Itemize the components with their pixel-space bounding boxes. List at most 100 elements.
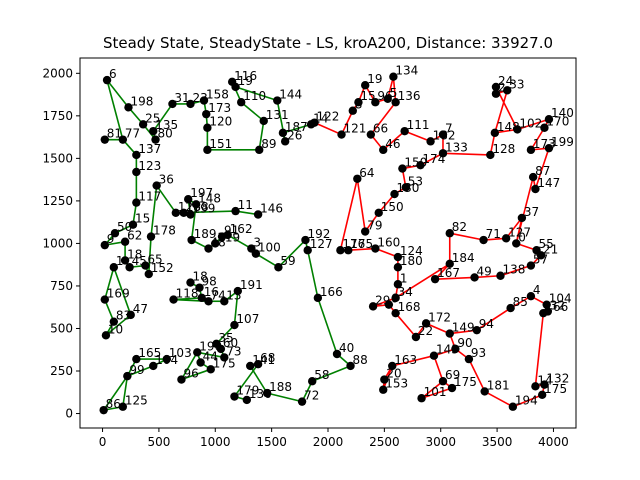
city-point-162	[262, 388, 272, 398]
city-point-3	[168, 99, 177, 109]
city-label-115: 146	[260, 202, 283, 216]
route-a-segment-58	[282, 123, 312, 134]
city-point-146	[109, 317, 119, 326]
route-a-segment-61	[104, 267, 115, 300]
city-point-89	[451, 344, 460, 354]
city-label-123: 189	[194, 227, 217, 241]
city-point-26	[348, 106, 357, 115]
city-point-6	[202, 109, 211, 119]
city-label-27: 15	[360, 89, 375, 103]
city-point-9	[151, 135, 160, 144]
city-point-47	[486, 150, 495, 160]
city-point-108	[308, 377, 317, 386]
city-label-103: 192	[307, 227, 330, 241]
city-label-121: 148	[198, 191, 221, 205]
city-point-135	[144, 269, 153, 279]
route-b-segment-31	[395, 312, 417, 338]
route-b-segment-55	[421, 387, 453, 399]
city-point-33	[366, 130, 376, 139]
city-point-8	[149, 126, 158, 136]
city-point-35	[379, 145, 388, 155]
city-label-7: 120	[209, 115, 232, 129]
city-points	[99, 72, 554, 415]
route-b-segment-8	[370, 101, 397, 136]
city-label-8: 135	[155, 118, 178, 132]
city-label-92: 163	[394, 353, 417, 367]
city-label-18: 144	[279, 88, 302, 102]
route-b-segment-83	[494, 90, 509, 134]
route-a-segment-83	[127, 365, 154, 377]
city-label-84: 168	[398, 300, 421, 314]
chart-title: Steady State, SteadyState - LS, kroA200,…	[103, 34, 553, 52]
city-label-99: 194	[515, 394, 538, 408]
x-tick-label-0: 0	[99, 435, 107, 449]
city-label-128: 15	[135, 212, 150, 226]
y-axis-ticks: 0 250 500 750 1000 1250 1500 1750 2000	[42, 66, 80, 421]
city-point-117	[171, 208, 181, 218]
city-label-157: 104	[155, 353, 178, 367]
route-a-segment-10	[106, 79, 124, 140]
city-label-110: 100	[258, 241, 281, 255]
city-label-152: 190	[199, 339, 222, 353]
city-label-38: 133	[445, 140, 468, 154]
city-point-69	[430, 274, 440, 284]
city-point-39	[491, 82, 501, 92]
city-point-94	[379, 385, 388, 394]
city-point-68	[445, 259, 454, 269]
city-point-142	[220, 297, 229, 306]
city-label-87: 149	[452, 321, 475, 335]
route-b-segment-43	[512, 394, 543, 408]
city-label-104: 127	[310, 237, 333, 251]
city-point-56	[361, 227, 370, 236]
route-b-segment-56	[421, 380, 444, 399]
city-point-96	[447, 383, 457, 393]
city-label-48: 173	[533, 137, 556, 151]
city-label-166: 125	[125, 394, 148, 408]
city-label-1: 198	[130, 94, 153, 108]
city-point-62	[512, 239, 521, 248]
city-label-22: 187	[285, 120, 308, 134]
city-point-0	[102, 75, 112, 85]
route-b-segment-44	[484, 390, 514, 408]
x-tick-label-7: 3500	[482, 435, 513, 449]
city-point-48	[526, 145, 536, 155]
city-label-161: 141	[252, 353, 275, 367]
city-point-79	[539, 308, 548, 318]
city-point-84	[391, 308, 400, 318]
route-a-segment-24	[150, 185, 158, 237]
city-point-86	[411, 332, 421, 342]
city-label-63: 160	[377, 236, 400, 250]
city-label-12: 137	[138, 142, 161, 156]
route-b-segment-20	[356, 178, 366, 232]
city-point-21	[280, 137, 290, 146]
city-point-164	[242, 395, 252, 405]
city-label-138: 118	[176, 287, 199, 301]
city-label-159: 96	[183, 367, 198, 381]
city-point-30	[371, 98, 380, 107]
city-label-32: 136	[398, 89, 421, 103]
city-point-36	[438, 130, 448, 139]
x-tick-label-8: 4000	[538, 435, 569, 449]
city-label-101: 132	[546, 372, 569, 386]
route-a-segment-79	[181, 368, 212, 381]
route-a-segment-23	[147, 236, 152, 275]
city-label-23: 14	[313, 111, 328, 125]
city-label-124: 91	[224, 224, 239, 238]
city-label-47: 128	[492, 142, 515, 156]
city-point-82	[368, 302, 378, 311]
y-tick-label-1: 250	[50, 364, 73, 378]
city-point-100	[531, 382, 540, 391]
city-point-59	[479, 235, 488, 245]
city-point-98	[480, 387, 489, 396]
city-point-155	[132, 354, 141, 364]
route-a-segment-41	[317, 297, 338, 355]
city-point-28	[361, 81, 370, 90]
city-label-133: 18	[127, 247, 142, 261]
city-point-72	[506, 303, 515, 313]
city-point-64	[393, 252, 403, 262]
city-point-18	[273, 96, 282, 105]
route-b-segment-34	[449, 329, 477, 335]
city-point-71	[496, 271, 505, 280]
city-point-10	[100, 135, 110, 144]
city-point-153	[196, 358, 205, 367]
